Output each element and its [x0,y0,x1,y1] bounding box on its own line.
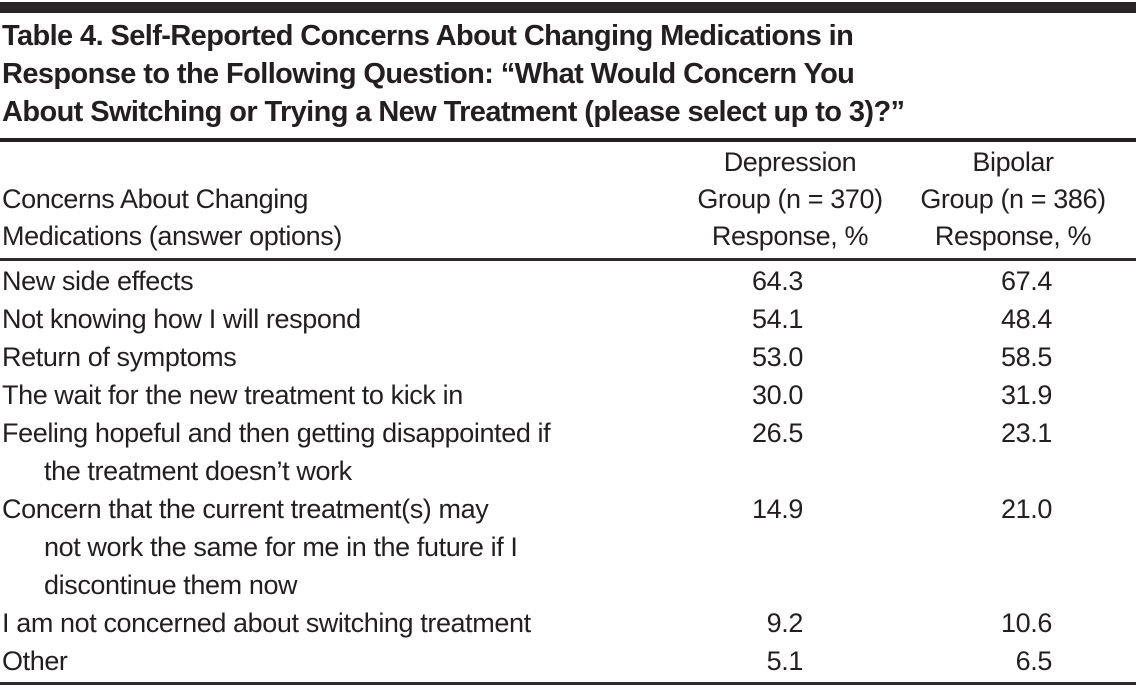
table-title: Table 4. Self-Reported Concerns About Ch… [2,17,1136,131]
table-top-bar [0,2,1136,13]
table-row: New side effects 64.3 67.4 [0,262,1136,300]
bottom-rule [0,682,1136,685]
depression-value: 26.5 [752,418,803,448]
row-label-line: I am not concerned about switching treat… [2,608,531,638]
row-label-line: New side effects [2,266,194,296]
depression-value: 9.2 [766,608,804,638]
table-row: Return of symptoms 53.0 58.5 [0,338,1136,376]
header-depression-line-1: Depression [723,147,857,177]
table-row: I am not concerned about switching treat… [0,604,1136,642]
bipolar-value: 48.4 [1001,304,1052,334]
table-row: Concern that the current treatment(s) ma… [0,490,1136,604]
table-row: Feeling hopeful and then getting disappo… [0,414,1136,490]
row-label: Not knowing how I will respond [0,300,690,338]
header-depression-line-2: Group (n = 370) [697,184,883,214]
row-label: Feeling hopeful and then getting disappo… [0,414,690,490]
depression-value: 64.3 [752,266,803,296]
table-title-line-2: Response to the Following Question: “Wha… [2,58,855,90]
row-label-line: Concern that the current treatment(s) ma… [2,494,489,524]
title-divider-rule [0,138,1136,142]
depression-value: 14.9 [752,494,803,524]
row-label-line: The wait for the new treatment to kick i… [2,380,463,410]
bipolar-value: 10.6 [1001,608,1052,638]
header-concerns-line-2: Medications (answer options) [2,221,342,251]
bipolar-value: 31.9 [1001,380,1052,410]
table-title-line-1: Table 4. Self-Reported Concerns About Ch… [2,20,854,52]
bipolar-value: 6.5 [1015,646,1053,676]
table-header-row: Concerns About Changing Medications (ans… [0,142,1136,258]
row-label: Other [0,642,690,680]
header-bipolar-line-3: Response, % [934,221,1092,251]
row-label-line: Feeling hopeful and then getting disappo… [2,418,551,448]
bipolar-value: 23.1 [1001,418,1052,448]
bipolar-value: 67.4 [1001,266,1052,296]
table-row: Other 5.1 6.5 [0,642,1136,680]
table-body: New side effects 64.3 67.4 Not knowing how … [0,261,1136,680]
table-title-line-3: About Switching or Trying a New Treatmen… [2,96,905,128]
row-label-line: Other [2,646,68,676]
table-row: Not knowing how I will respond 54.1 48.4 [0,300,1136,338]
row-label: Concern that the current treatment(s) ma… [0,490,690,604]
row-label-line: discontinue them now [44,570,298,600]
header-bipolar-column: Bipolar Group (n = 386) Response, % [890,144,1136,255]
row-label: New side effects [0,262,690,300]
depression-value: 30.0 [752,380,803,410]
header-depression-line-3: Response, % [711,221,869,251]
depression-value: 5.1 [766,646,804,676]
depression-value: 53.0 [752,342,803,372]
row-label-line: not work the same for me in the future i… [44,532,518,562]
table-row: The wait for the new treatment to kick i… [0,376,1136,414]
header-bipolar-line-2: Group (n = 386) [920,184,1106,214]
row-label-line: Return of symptoms [2,342,237,372]
header-concerns-column: Concerns About Changing Medications (ans… [0,181,690,255]
row-label-line: the treatment doesn’t work [44,456,352,486]
bipolar-value: 21.0 [1001,494,1052,524]
row-label-line: Not knowing how I will respond [2,304,361,334]
row-label: I am not concerned about switching treat… [0,604,690,642]
header-divider-rule [0,258,1136,261]
header-depression-column: Depression Group (n = 370) Response, % [690,144,890,255]
bipolar-value: 58.5 [1001,342,1052,372]
header-bipolar-line-1: Bipolar [972,147,1054,177]
row-label: The wait for the new treatment to kick i… [0,376,690,414]
header-concerns-line-1: Concerns About Changing [2,184,309,214]
depression-value: 54.1 [752,304,803,334]
row-label: Return of symptoms [0,338,690,376]
